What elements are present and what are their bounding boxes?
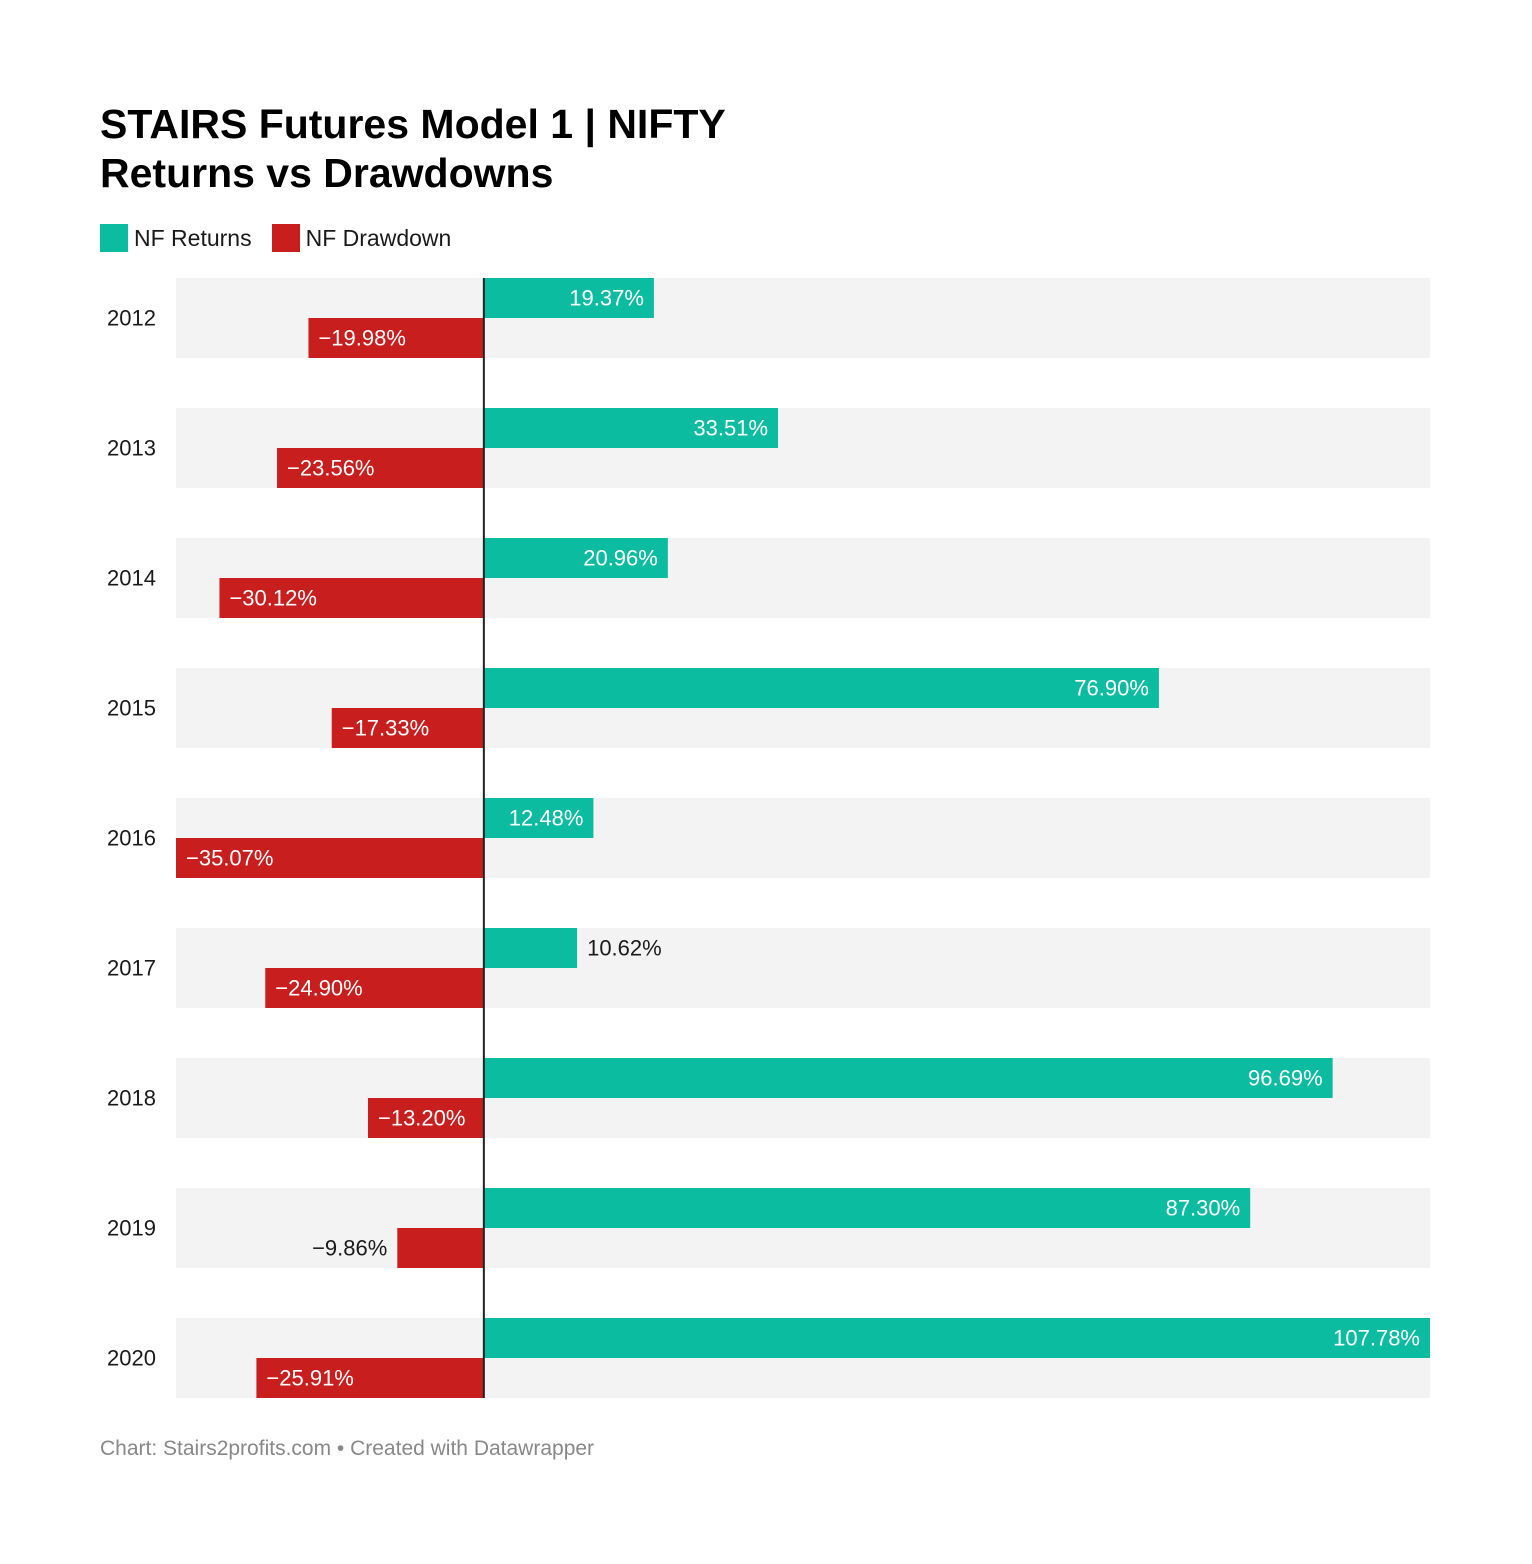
drawdown-value-label: −25.91% <box>266 1366 353 1391</box>
drawdown-value-label: −13.20% <box>378 1106 465 1131</box>
returns-value-label: 20.96% <box>583 546 658 571</box>
category-label: 2019 <box>107 1216 156 1241</box>
drawdown-bar <box>331 708 484 748</box>
drawdown-bar <box>397 1228 484 1268</box>
category-label: 2015 <box>107 696 156 721</box>
returns-bar <box>483 1058 1333 1098</box>
chart-title-line-2: Returns vs Drawdowns <box>100 150 554 196</box>
chart-source-footer: Chart: Stairs2profits.com • Created with… <box>100 1437 595 1460</box>
drawdown-bar <box>277 448 484 488</box>
legend-label-returns: NF Returns <box>134 224 252 251</box>
drawdown-value-label: −17.33% <box>342 716 429 741</box>
returns-bar <box>483 278 654 318</box>
drawdown-bar <box>176 838 484 878</box>
category-label: 2016 <box>107 826 156 851</box>
legend-item-returns: NF Returns <box>100 224 252 252</box>
drawdown-value-label: −24.90% <box>275 976 362 1001</box>
category-label: 2013 <box>107 436 156 461</box>
drawdown-bar <box>265 968 484 1008</box>
returns-value-label: 107.78% <box>1333 1326 1420 1351</box>
drawdown-bar <box>219 578 484 618</box>
drawdown-bar <box>367 1098 484 1138</box>
returns-bar <box>483 538 668 578</box>
category-label: 2012 <box>107 306 156 331</box>
category-label: 2018 <box>107 1086 156 1111</box>
legend-label-drawdown: NF Drawdown <box>305 224 452 251</box>
returns-value-label: 33.51% <box>693 416 768 441</box>
drawdown-bar <box>256 1358 484 1398</box>
drawdown-value-label: −19.98% <box>318 326 405 351</box>
drawdown-value-label: −30.12% <box>229 586 316 611</box>
returns-value-label: 10.62% <box>587 936 662 961</box>
legend-swatch-returns <box>100 224 128 252</box>
returns-bar <box>483 1188 1251 1228</box>
returns-value-label: 19.37% <box>569 286 644 311</box>
returns-bar <box>483 1318 1430 1358</box>
chart-title: STAIRS Futures Model 1 | NIFTY Returns v… <box>100 100 726 198</box>
category-label: 2020 <box>107 1346 156 1371</box>
chart-title-line-1: STAIRS Futures Model 1 | NIFTY <box>100 101 726 147</box>
chart-legend: NF Returns NF Drawdown <box>100 224 471 252</box>
legend-swatch-drawdown <box>271 224 300 252</box>
returns-bar <box>483 668 1159 708</box>
returns-value-label: 87.30% <box>1166 1196 1241 1221</box>
legend-item-drawdown: NF Drawdown <box>271 224 452 252</box>
returns-bar <box>483 408 779 448</box>
returns-bar <box>483 798 594 838</box>
returns-value-label: 96.69% <box>1248 1066 1323 1091</box>
returns-bar <box>483 928 578 968</box>
drawdown-value-label: −35.07% <box>186 846 273 871</box>
drawdown-value-label: −23.56% <box>287 456 374 481</box>
category-label: 2017 <box>107 956 156 981</box>
returns-value-label: 76.90% <box>1074 676 1149 701</box>
drawdown-bar <box>308 318 484 358</box>
drawdown-value-label: −9.86% <box>312 1236 387 1261</box>
returns-value-label: 12.48% <box>509 806 584 831</box>
category-label: 2014 <box>107 566 156 591</box>
